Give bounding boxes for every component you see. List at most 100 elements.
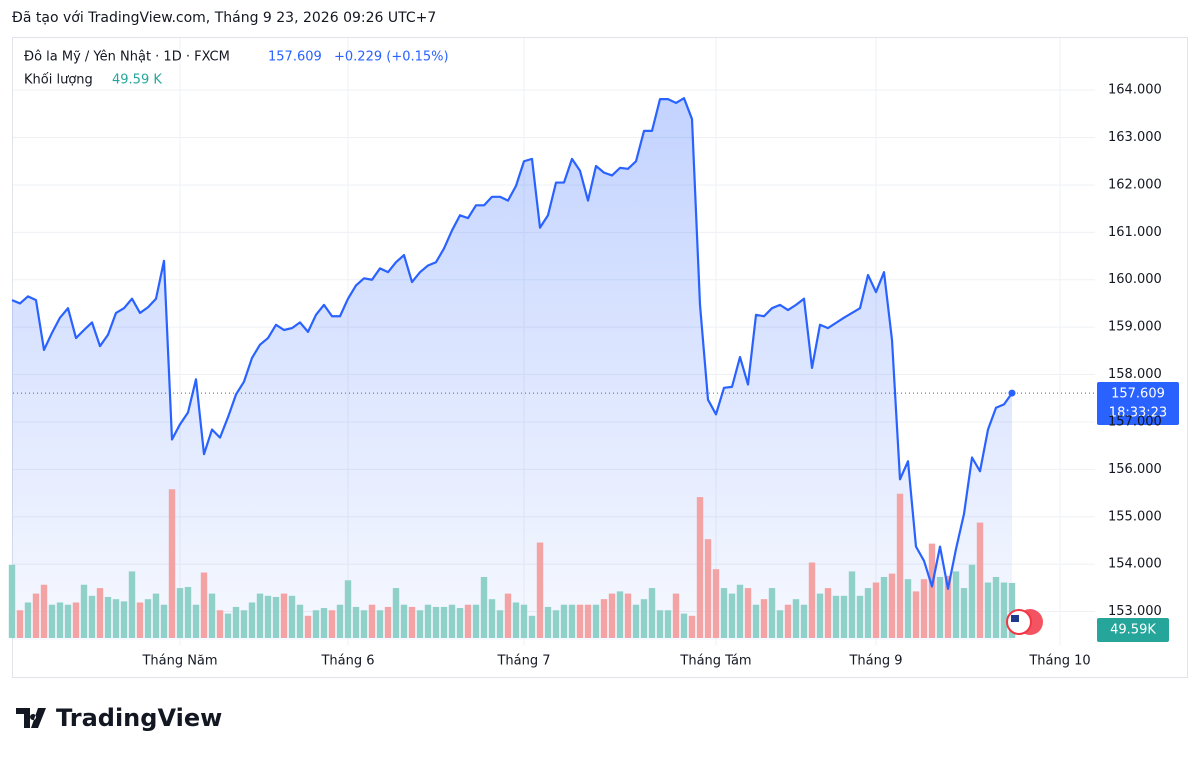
y-tick-label: 154.000: [1108, 557, 1162, 572]
volume-bar: [232, 606, 240, 638]
volume-bar: [496, 610, 504, 638]
y-tick-label: 159.000: [1108, 320, 1162, 335]
volume-bar: [608, 593, 616, 638]
volume-bar: [328, 610, 336, 638]
volume-bar: [440, 606, 448, 638]
volume-bar: [792, 599, 800, 638]
volume-bar: [872, 582, 880, 638]
volume-bar: [568, 604, 576, 638]
y-tick-label: 156.000: [1108, 462, 1162, 477]
y-tick-label: 160.000: [1108, 272, 1162, 287]
change: +0.229 (+0.15%): [334, 50, 449, 65]
price-badge: [1097, 382, 1179, 425]
volume-bar: [536, 542, 544, 638]
volume-bar: [64, 604, 72, 638]
volume-bar: [352, 606, 360, 638]
volume-bar: [544, 606, 552, 638]
volume-bar: [88, 595, 96, 638]
x-tick-label: Tháng Năm: [141, 654, 217, 669]
volume-bar: [744, 588, 752, 638]
volume-bar: [952, 571, 960, 638]
volume-bar: [136, 602, 144, 638]
volume-bar: [632, 604, 640, 638]
volume-bar: [648, 588, 656, 638]
volume-bar: [784, 604, 792, 638]
volume-bar: [24, 602, 32, 638]
volume-bar: [752, 604, 760, 638]
last-price-legend: 157.609: [268, 50, 322, 65]
volume-bar: [464, 604, 472, 638]
volume-bar: [584, 604, 592, 638]
volume-bar: [1008, 582, 1016, 638]
volume-bar: [704, 539, 712, 638]
volume-bar: [664, 610, 672, 638]
volume-bar: [1000, 582, 1008, 638]
volume-bar: [776, 610, 784, 638]
volume-bar: [80, 584, 88, 638]
volume-bar: [120, 601, 128, 638]
volume-bar: [520, 604, 528, 638]
volume-bar: [504, 593, 512, 638]
volume-bar: [224, 613, 232, 638]
volume-bar: [600, 599, 608, 638]
volume-bar: [280, 593, 288, 638]
volume-bar: [904, 579, 912, 638]
logo-text: TradingView: [56, 704, 222, 732]
volume-bar: [304, 615, 312, 638]
y-tick-label: 155.000: [1108, 509, 1162, 524]
volume-bar: [288, 595, 296, 638]
volume-bar: [856, 595, 864, 638]
volume-bar: [320, 608, 328, 638]
y-tick-label: 162.000: [1108, 177, 1162, 192]
volume-bar: [960, 588, 968, 638]
volume-bar: [832, 595, 840, 638]
volume-bar: [736, 584, 744, 638]
volume-bar: [928, 543, 936, 638]
volume-bar: [432, 606, 440, 638]
volume-bar: [424, 604, 432, 638]
volume-bar: [768, 588, 776, 638]
volume-bar: [552, 610, 560, 638]
volume-bar: [384, 606, 392, 638]
volume-bar: [192, 604, 200, 638]
volume-bar: [640, 599, 648, 638]
volume-bar: [672, 593, 680, 638]
volume-bar: [480, 576, 488, 638]
volume-bar: [264, 595, 272, 638]
volume-bar: [512, 602, 520, 638]
volume-bar: [624, 593, 632, 638]
volume-bar: [808, 562, 816, 638]
volume-bar: [840, 595, 848, 638]
price-line: [11, 97, 1013, 590]
volume-bar: [656, 610, 664, 638]
volume-bar: [992, 576, 1000, 638]
volume-bar: [16, 610, 24, 638]
volume-bar: [360, 610, 368, 638]
volume-bar: [816, 593, 824, 638]
volume-bar: [160, 604, 168, 638]
volume-legend-value: 49.59 K: [112, 73, 162, 88]
volume-bar: [680, 613, 688, 638]
volume-bar: [152, 593, 160, 638]
y-tick-label: 157.000: [1108, 414, 1162, 429]
volume-bar: [696, 497, 704, 638]
volume-bar: [168, 489, 176, 638]
x-tick-label: Tháng 7: [496, 654, 550, 669]
volume-bar: [272, 596, 280, 638]
volume-bar: [184, 586, 192, 638]
volume-bar: [408, 606, 416, 638]
volume-bar: [880, 576, 888, 638]
logo: TradingView: [16, 704, 222, 732]
volume-badge-value: 49.59K: [1110, 623, 1156, 638]
volume-bar: [392, 588, 400, 638]
volume-bar: [208, 593, 216, 638]
volume-bar: [720, 588, 728, 638]
volume-bar: [976, 522, 984, 638]
volume-bar: [112, 599, 120, 638]
volume-bar: [216, 610, 224, 638]
volume-bar: [800, 604, 808, 638]
x-tick-label: Tháng Tám: [679, 654, 751, 669]
volume-bar: [920, 579, 928, 638]
volume-bar: [400, 604, 408, 638]
